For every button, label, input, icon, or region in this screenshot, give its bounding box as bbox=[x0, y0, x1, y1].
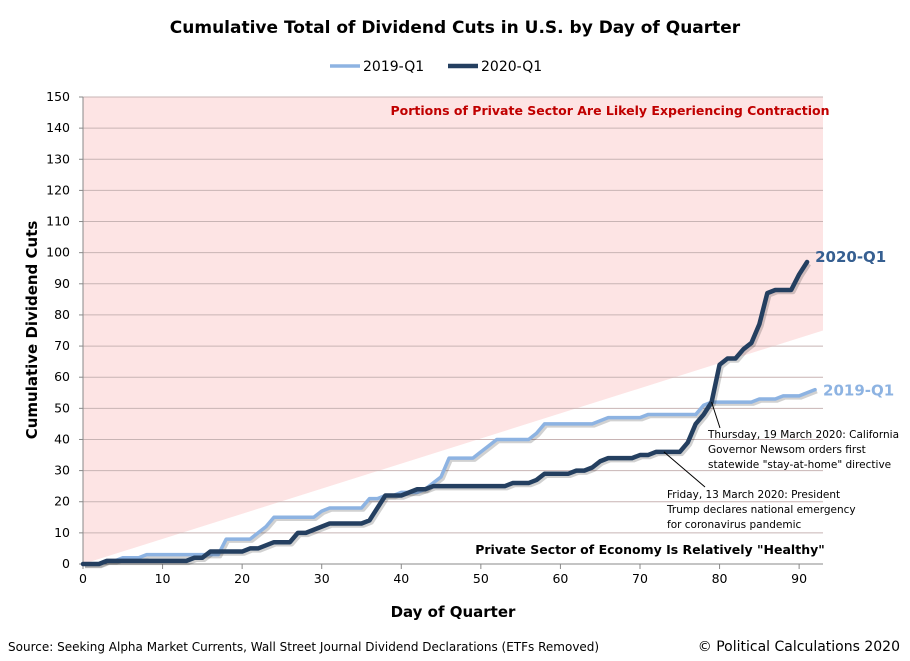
x-tick-label: 80 bbox=[712, 571, 728, 586]
series-end-label: 2019-Q1 bbox=[823, 382, 894, 400]
y-tick-label: 140 bbox=[46, 120, 70, 135]
y-tick-label: 130 bbox=[46, 151, 70, 166]
x-tick-label: 0 bbox=[79, 571, 87, 586]
x-tick-label: 30 bbox=[314, 571, 330, 586]
y-tick-label: 10 bbox=[54, 525, 70, 540]
x-tick-label: 70 bbox=[632, 571, 648, 586]
source-note: Source: Seeking Alpha Market Currents, W… bbox=[8, 640, 599, 654]
x-tick-label: 90 bbox=[791, 571, 807, 586]
lower-region-label: Private Sector of Economy Is Relatively … bbox=[475, 542, 825, 557]
annotation-text: Trump declares national emergency bbox=[666, 504, 856, 516]
x-tick-label: 40 bbox=[393, 571, 409, 586]
annotation-text: statewide "stay-at-home" directive bbox=[708, 459, 891, 471]
annotation-text: for coronavirus pandemic bbox=[667, 519, 802, 531]
y-tick-label: 70 bbox=[54, 338, 70, 353]
x-tick-label: 50 bbox=[473, 571, 489, 586]
annotation-leader bbox=[711, 401, 721, 429]
annotation-leader bbox=[663, 451, 706, 488]
y-tick-label: 100 bbox=[46, 245, 70, 260]
y-tick-label: 120 bbox=[46, 182, 70, 197]
x-tick-label: 20 bbox=[234, 571, 250, 586]
y-tick-label: 60 bbox=[54, 369, 70, 384]
y-tick-label: 150 bbox=[46, 89, 70, 104]
x-axis-label: Day of Quarter bbox=[391, 603, 516, 621]
x-tick-label: 10 bbox=[155, 571, 171, 586]
legend-label: 2020-Q1 bbox=[481, 59, 542, 75]
credit-note: © Political Calculations 2020 bbox=[698, 639, 900, 655]
y-axis-label: Cumulative Dividend Cuts bbox=[23, 221, 41, 440]
annotation-text: Thursday, 19 March 2020: California bbox=[707, 429, 899, 441]
y-tick-label: 50 bbox=[54, 400, 70, 415]
annotation-text: Friday, 13 March 2020: President bbox=[667, 489, 840, 501]
y-tick-label: 40 bbox=[54, 431, 70, 446]
y-tick-label: 110 bbox=[46, 214, 70, 229]
upper-region-label: Portions of Private Sector Are Likely Ex… bbox=[390, 103, 829, 118]
annotation-text: Governor Newsom orders first bbox=[708, 444, 866, 456]
y-tick-label: 30 bbox=[54, 463, 70, 478]
y-tick-label: 20 bbox=[54, 494, 70, 509]
contraction-region bbox=[83, 97, 823, 564]
y-tick-label: 80 bbox=[54, 307, 70, 322]
chart-title: Cumulative Total of Dividend Cuts in U.S… bbox=[170, 18, 741, 38]
series-end-label: 2020-Q1 bbox=[815, 248, 886, 266]
y-tick-label: 90 bbox=[54, 276, 70, 291]
y-tick-label: 0 bbox=[62, 556, 70, 571]
series-line-2020-Q1 bbox=[80, 259, 810, 567]
legend-label: 2019-Q1 bbox=[363, 59, 424, 75]
x-tick-label: 60 bbox=[552, 571, 568, 586]
